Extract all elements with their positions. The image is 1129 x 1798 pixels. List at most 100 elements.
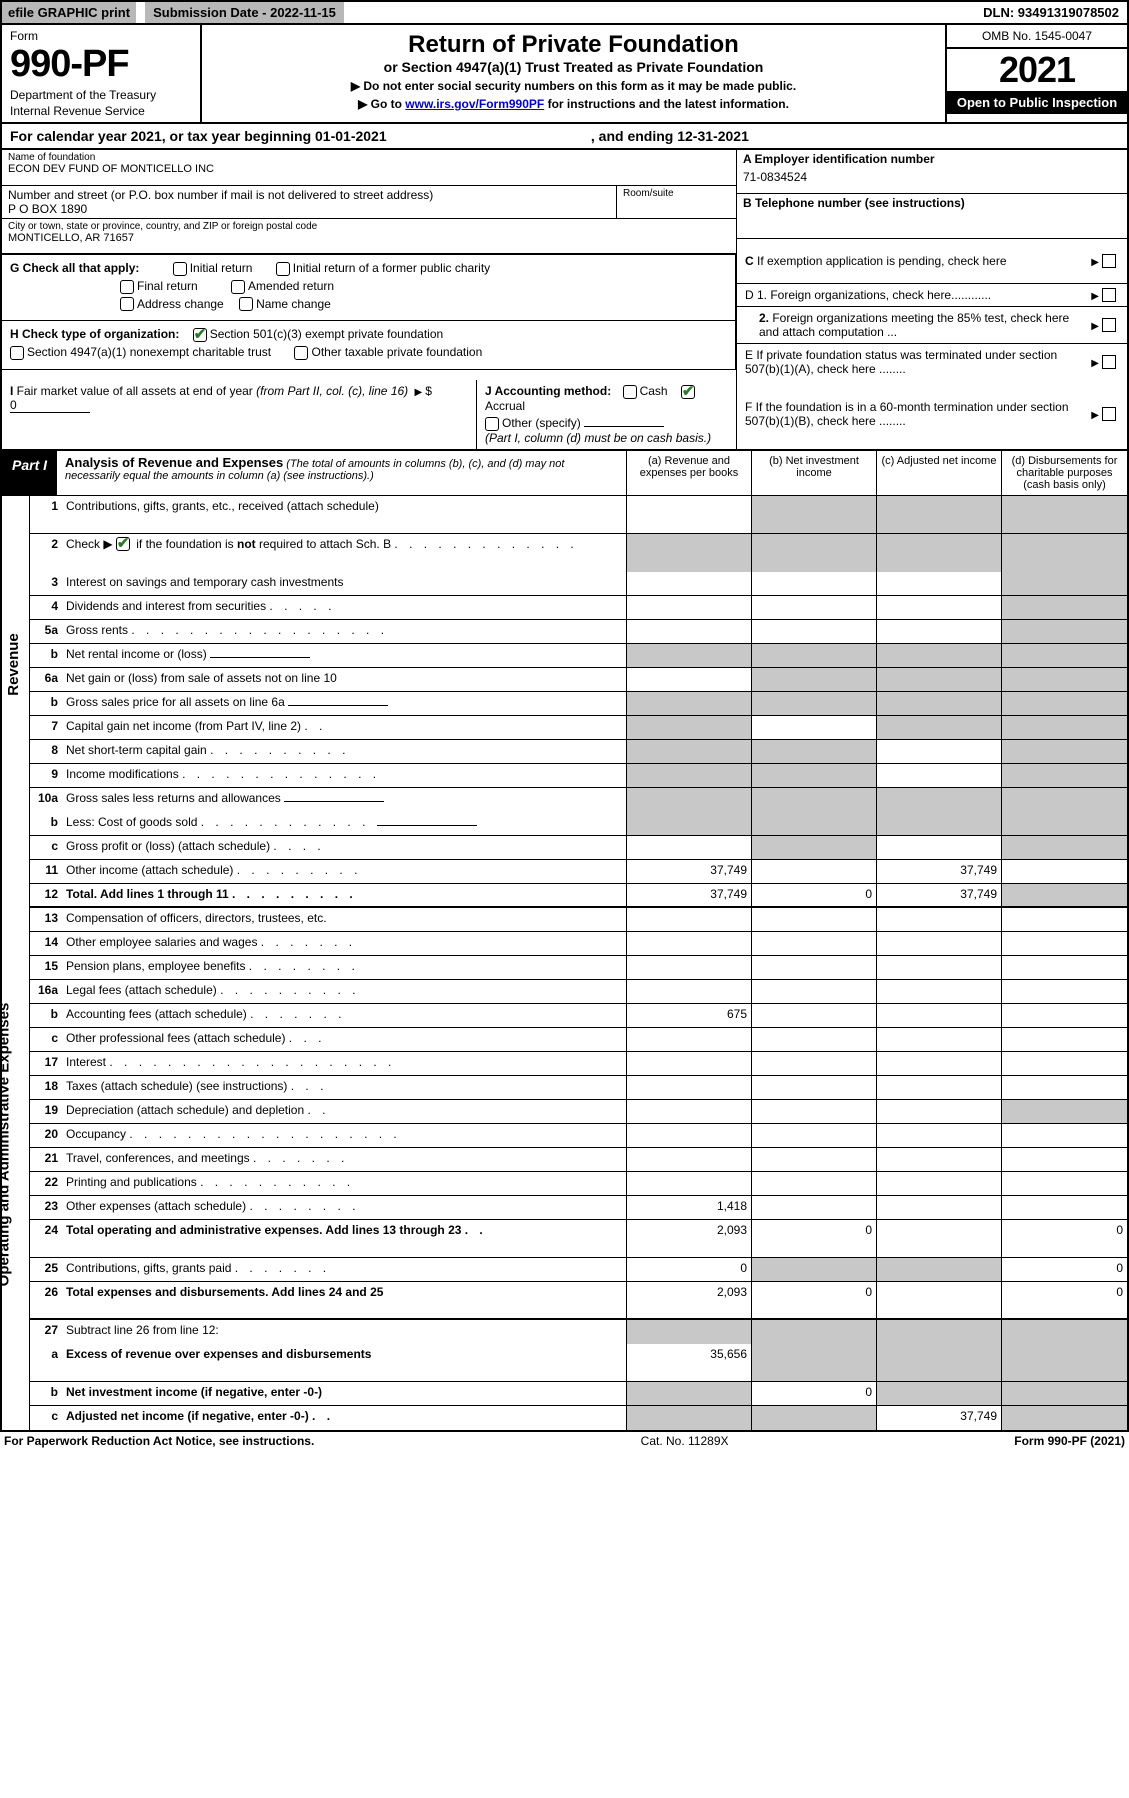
- d1-check[interactable]: [1102, 288, 1116, 302]
- cell: [877, 788, 1002, 812]
- cell: [752, 1100, 877, 1123]
- table-row: 9Income modifications . . . . . . . . . …: [30, 764, 1127, 788]
- cell: [877, 1344, 1002, 1381]
- cash-check[interactable]: [623, 385, 637, 399]
- e-check[interactable]: [1102, 355, 1116, 369]
- line-number: c: [30, 1406, 62, 1430]
- cell: [627, 1124, 752, 1147]
- line-description: Other expenses (attach schedule) . . . .…: [62, 1196, 627, 1219]
- h-label: H Check type of organization:: [10, 327, 179, 341]
- line-description: Printing and publications . . . . . . . …: [62, 1172, 627, 1195]
- cell: 0: [752, 1220, 877, 1257]
- col-b: (b) Net investment income: [752, 451, 877, 495]
- line-number: c: [30, 1028, 62, 1051]
- cell: [877, 764, 1002, 787]
- table-row: bGross sales price for all assets on lin…: [30, 692, 1127, 716]
- table-row: 1Contributions, gifts, grants, etc., rec…: [30, 496, 1127, 534]
- cell: [877, 644, 1002, 667]
- line-description: Income modifications . . . . . . . . . .…: [62, 764, 627, 787]
- cell: [752, 596, 877, 619]
- cell: [877, 1100, 1002, 1123]
- table-row: 10aGross sales less returns and allowanc…: [30, 788, 1127, 812]
- cell: [877, 980, 1002, 1003]
- line-number: 14: [30, 932, 62, 955]
- line-description: Total. Add lines 1 through 11 . . . . . …: [62, 884, 627, 906]
- cell: [877, 1196, 1002, 1219]
- c-label: C If exemption application is pending, c…: [745, 254, 1088, 268]
- hij-block: I Fair market value of all assets at end…: [0, 380, 1129, 451]
- amended-return-check[interactable]: [231, 280, 245, 294]
- table-row: 12Total. Add lines 1 through 11 . . . . …: [30, 884, 1127, 908]
- form-header: Form 990-PF Department of the Treasury I…: [0, 25, 1129, 124]
- table-row: 21Travel, conferences, and meetings . . …: [30, 1148, 1127, 1172]
- 4947-check[interactable]: [10, 346, 24, 360]
- cell: 0: [1002, 1258, 1127, 1281]
- table-row: 25Contributions, gifts, grants paid . . …: [30, 1258, 1127, 1282]
- cell: [877, 740, 1002, 763]
- initial-former-check[interactable]: [276, 262, 290, 276]
- table-row: 7Capital gain net income (from Part IV, …: [30, 716, 1127, 740]
- cell: 1,418: [627, 1196, 752, 1219]
- cell: [627, 836, 752, 859]
- instr-2: ▶ Go to www.irs.gov/Form990PF for instru…: [210, 97, 937, 111]
- other-taxable-check[interactable]: [294, 346, 308, 360]
- cell: [1002, 1382, 1127, 1405]
- cell: [752, 1344, 877, 1381]
- f-check[interactable]: [1102, 407, 1116, 421]
- table-row: aExcess of revenue over expenses and dis…: [30, 1344, 1127, 1382]
- final-return-check[interactable]: [120, 280, 134, 294]
- line-description: Travel, conferences, and meetings . . . …: [62, 1148, 627, 1171]
- d2-check[interactable]: [1102, 318, 1116, 332]
- cell: [627, 692, 752, 715]
- table-row: 6aNet gain or (loss) from sale of assets…: [30, 668, 1127, 692]
- cell: [752, 692, 877, 715]
- cell: [752, 572, 877, 595]
- 501c3-check[interactable]: [193, 328, 207, 342]
- c-check[interactable]: [1102, 254, 1116, 268]
- table-row: 2Check ▶ if the foundation is not requir…: [30, 534, 1127, 572]
- cell: 0: [1002, 1282, 1127, 1318]
- line-number: 26: [30, 1282, 62, 1318]
- irs: Internal Revenue Service: [10, 104, 192, 118]
- part1-table: Revenue Operating and Administrative Exp…: [0, 496, 1129, 1432]
- name-label: Name of foundation: [8, 152, 730, 163]
- j-note: (Part I, column (d) must be on cash basi…: [485, 431, 728, 445]
- cell: [877, 716, 1002, 739]
- identity-block: Name of foundation ECON DEV FUND OF MONT…: [0, 150, 1129, 380]
- cell: 0: [627, 1258, 752, 1281]
- address-change-check[interactable]: [120, 297, 134, 311]
- name-change-check[interactable]: [239, 297, 253, 311]
- initial-return-check[interactable]: [173, 262, 187, 276]
- line-number: 6a: [30, 668, 62, 691]
- line-number: 22: [30, 1172, 62, 1195]
- cell: [1002, 572, 1127, 595]
- table-row: 27Subtract line 26 from line 12:: [30, 1320, 1127, 1344]
- line-description: Contributions, gifts, grants paid . . . …: [62, 1258, 627, 1281]
- cell: [877, 1028, 1002, 1051]
- form-subtitle: or Section 4947(a)(1) Trust Treated as P…: [210, 59, 937, 75]
- irs-link[interactable]: www.irs.gov/Form990PF: [405, 97, 544, 111]
- cell: [1002, 1076, 1127, 1099]
- cell: [752, 1196, 877, 1219]
- efile-label[interactable]: efile GRAPHIC print: [2, 2, 136, 23]
- cell: [877, 596, 1002, 619]
- table-row: cAdjusted net income (if negative, enter…: [30, 1406, 1127, 1430]
- cell: [877, 1382, 1002, 1405]
- cell: [752, 1320, 877, 1344]
- cell: [627, 644, 752, 667]
- schb-check[interactable]: [116, 537, 130, 551]
- line-description: Taxes (attach schedule) (see instruction…: [62, 1076, 627, 1099]
- cell: [752, 836, 877, 859]
- cell: [752, 932, 877, 955]
- line-number: b: [30, 692, 62, 715]
- col-c: (c) Adjusted net income: [877, 451, 1002, 495]
- table-row: 20Occupancy . . . . . . . . . . . . . . …: [30, 1124, 1127, 1148]
- other-method-check[interactable]: [485, 417, 499, 431]
- line-description: Other employee salaries and wages . . . …: [62, 932, 627, 955]
- form-number: 990-PF: [10, 43, 192, 86]
- cell: [752, 764, 877, 787]
- line-description: Gross sales less returns and allowances: [62, 788, 627, 812]
- accrual-check[interactable]: [681, 385, 695, 399]
- cell: [627, 908, 752, 931]
- line-number: 24: [30, 1220, 62, 1257]
